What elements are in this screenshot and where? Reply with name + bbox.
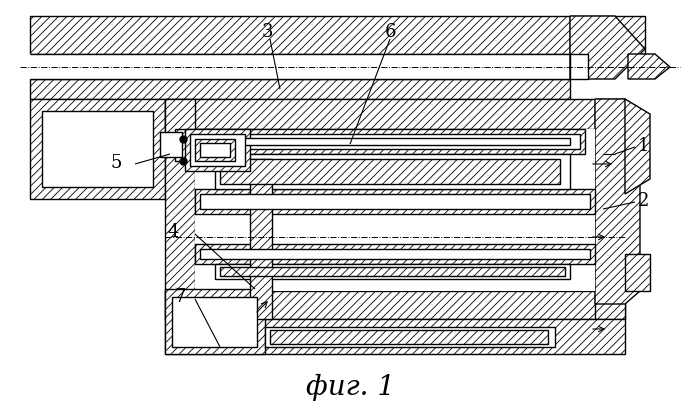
Text: 1: 1 bbox=[638, 137, 650, 155]
Bar bbox=[42, 111, 153, 187]
Text: 7: 7 bbox=[175, 288, 186, 306]
Bar bbox=[30, 54, 570, 79]
Bar bbox=[195, 189, 595, 214]
Bar bbox=[165, 99, 625, 129]
Polygon shape bbox=[570, 16, 645, 79]
Bar bbox=[250, 159, 272, 319]
Bar bbox=[195, 129, 595, 291]
Bar bbox=[30, 79, 570, 99]
Bar bbox=[210, 134, 580, 149]
Bar bbox=[195, 139, 235, 161]
Text: 3: 3 bbox=[262, 23, 274, 41]
Bar bbox=[30, 99, 165, 199]
Bar bbox=[200, 194, 590, 209]
Bar bbox=[165, 291, 625, 319]
Bar bbox=[172, 297, 257, 347]
Bar bbox=[270, 330, 548, 344]
Bar bbox=[205, 129, 585, 154]
Bar bbox=[30, 16, 570, 54]
Text: 5: 5 bbox=[110, 154, 121, 172]
Text: 4: 4 bbox=[168, 223, 179, 241]
Bar bbox=[215, 138, 570, 145]
Bar bbox=[265, 327, 555, 347]
Bar bbox=[220, 267, 565, 276]
Polygon shape bbox=[628, 54, 670, 79]
Text: 2: 2 bbox=[638, 192, 650, 210]
Bar bbox=[595, 99, 625, 319]
Bar bbox=[165, 289, 265, 354]
Text: 6: 6 bbox=[385, 23, 396, 41]
Polygon shape bbox=[625, 99, 650, 194]
Bar bbox=[215, 154, 570, 189]
Bar bbox=[185, 129, 250, 171]
Bar bbox=[570, 54, 588, 79]
Bar bbox=[165, 99, 195, 319]
Bar bbox=[195, 244, 595, 264]
Bar bbox=[215, 264, 570, 279]
Polygon shape bbox=[625, 254, 650, 291]
Bar bbox=[200, 143, 230, 157]
Bar bbox=[570, 16, 645, 54]
Polygon shape bbox=[595, 99, 640, 304]
Bar bbox=[165, 319, 625, 354]
Bar bbox=[160, 132, 182, 157]
Bar bbox=[220, 159, 560, 184]
Bar bbox=[200, 249, 590, 259]
Text: фиг. 1: фиг. 1 bbox=[305, 373, 395, 400]
Bar bbox=[175, 129, 210, 161]
Bar bbox=[190, 134, 245, 166]
